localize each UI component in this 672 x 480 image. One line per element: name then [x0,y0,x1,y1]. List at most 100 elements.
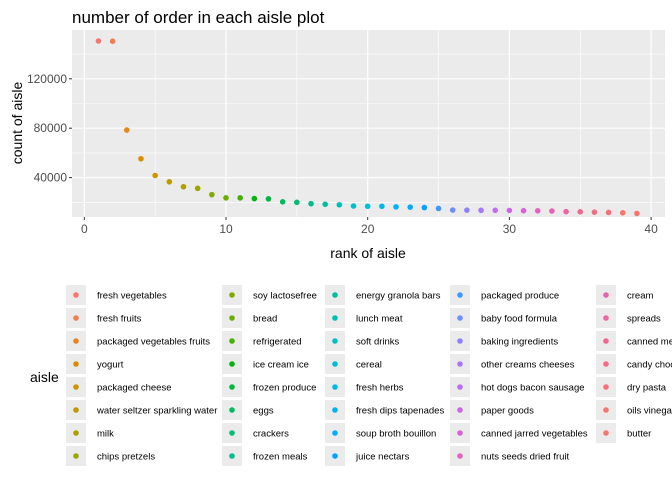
legend-label: bread [253,314,277,325]
data-point [591,209,598,215]
legend: fresh vegetables fresh fruits packaged veg… [66,285,672,466]
legend-marker [457,361,463,367]
legend-label: nuts seeds dried fruit [481,452,570,463]
data-point [577,209,584,215]
legend-label: paper goods [481,406,534,417]
y-tick-label: 40000 [34,171,68,185]
legend-marker [457,453,463,459]
x-tick-label: 20 [361,222,375,236]
data-point [350,203,357,209]
legend-label: soup broth bouillon [356,429,436,440]
legend-marker [457,384,463,390]
legend-marker [73,430,79,436]
legend-label: fresh fruits [97,314,142,325]
legend-marker [457,292,463,298]
legend-label: milk [97,429,114,440]
data-point [464,207,470,214]
legend-marker [603,361,609,367]
data-point [124,127,130,133]
y-axis-title: count of aisle [9,82,25,165]
legend-label: chips pretzels [97,452,155,463]
data-point [421,204,428,211]
data-point [520,207,527,214]
legend-label: frozen produce [253,383,316,394]
data-point [209,191,215,198]
chart-title: number of order in each aisle plot [72,8,325,27]
y-tick-label: 80000 [34,121,68,135]
legend-marker [457,407,463,413]
legend-label: lunch meat [356,314,403,325]
data-point [279,199,286,205]
data-point [393,204,399,210]
grid-major [72,30,665,217]
legend-label: spreads [627,314,661,325]
data-point [166,178,173,185]
legend-marker [603,407,609,413]
legend-label: oils vinegar [627,406,672,417]
data-point [634,210,640,217]
legend-label: refrigerated [253,337,302,348]
legend-label: butter [627,429,651,440]
y-axis-ticks: 40000 80000 120000 [27,72,72,185]
data-point [549,208,555,214]
legend-marker [73,407,79,413]
data-point [152,172,158,179]
data-point [180,183,187,190]
legend-title: aisle [30,369,59,385]
data-point [322,201,328,208]
data-point [619,209,626,216]
legend-marker [73,292,79,298]
legend-label: frozen meals [253,452,308,463]
legend-label: candy choc [627,360,672,371]
legend-marker [73,384,79,390]
legend-label: packaged cheese [97,383,171,394]
data-point [407,204,414,210]
legend-marker [73,338,79,344]
legend-marker [457,338,463,344]
legend-label: crackers [253,429,289,440]
legend-label: packaged produce [481,291,559,302]
data-point [563,208,569,215]
data-point [492,207,499,214]
data-point [435,205,442,212]
data-point [534,208,541,214]
data-point [95,38,102,44]
data-point [478,207,484,214]
legend-label: cereal [356,360,382,371]
legend-label: baby food formula [481,314,558,325]
legend-marker [603,430,609,436]
legend-marker [332,315,338,321]
x-tick-label: 0 [81,222,88,236]
data-point [237,195,243,201]
legend-marker [229,315,235,321]
data-point [379,203,385,210]
legend-marker [332,338,338,344]
legend-marker [229,453,235,459]
data-point [223,195,229,201]
legend-marker [332,361,338,367]
legend-marker [229,338,235,344]
legend-label: energy granola bars [356,291,441,302]
legend-label: dry pasta [627,383,667,394]
legend-label: other creams cheeses [481,360,575,371]
data-point [449,207,456,213]
data-point [605,209,612,216]
legend-marker [603,292,609,298]
legend-marker [229,430,235,436]
legend-marker [332,384,338,390]
x-tick-label: 10 [219,222,233,236]
legend-marker [332,453,338,459]
legend-marker [457,315,463,321]
legend-label: hot dogs bacon sausage [481,383,585,394]
legend-label: soy lactosefree [253,291,317,302]
x-axis-ticks: 0 10 20 30 40 [81,217,658,236]
legend-label: fresh vegetables [97,291,167,302]
legend-marker [73,361,79,367]
data-point [506,207,513,214]
legend-label: fresh herbs [356,383,404,394]
legend-label: baking ingredients [481,337,558,348]
legend-marker [229,361,235,367]
legend-marker [73,315,79,321]
legend-label: fresh dips tapenades [356,406,444,417]
data-point [251,195,258,202]
